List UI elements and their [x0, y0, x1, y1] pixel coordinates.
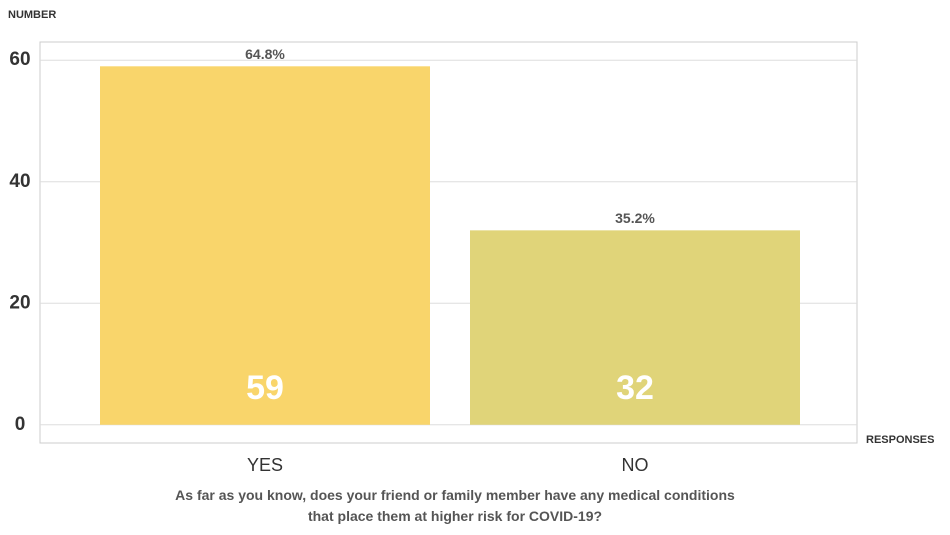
- x-axis-label: RESPONSES: [866, 434, 934, 446]
- plot-border: [39, 41, 858, 444]
- x-tick-label: YES: [247, 455, 283, 475]
- y-tick-label: 20: [9, 292, 30, 313]
- chart: NUMBER RESPONSES 0 20 40 60 59 64.8% YES 32 35.2…: [8, 9, 934, 475]
- y-axis-label: NUMBER: [8, 9, 56, 21]
- bar-value-label: 59: [246, 369, 284, 407]
- bar: [470, 230, 800, 425]
- bar-percent-label: 64.8%: [245, 46, 285, 62]
- bar-percent-label: 35.2%: [615, 210, 655, 226]
- x-tick-label: NO: [622, 455, 649, 475]
- y-tick-label: 40: [9, 171, 30, 192]
- bar-value-label: 32: [616, 369, 654, 407]
- chart-title: As far as you know, does your friend or …: [175, 487, 735, 524]
- bar: [100, 66, 430, 425]
- y-tick-label: 0: [15, 414, 26, 435]
- y-tick-label: 60: [9, 49, 30, 70]
